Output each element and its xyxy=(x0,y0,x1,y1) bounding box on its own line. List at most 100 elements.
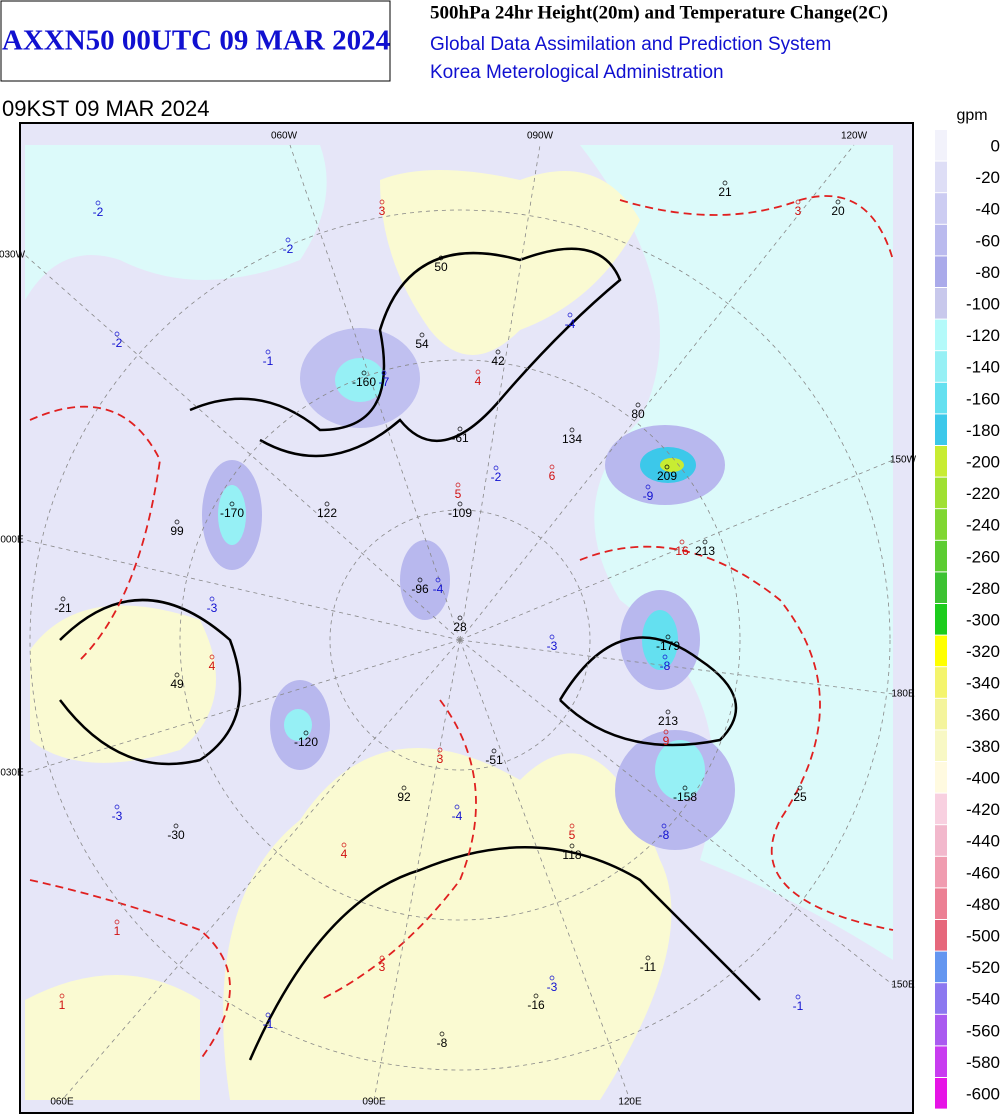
station-marker xyxy=(285,237,291,243)
temp-minus-label: -2 xyxy=(93,205,104,219)
region xyxy=(580,145,893,960)
legend-label: -340 xyxy=(966,674,1000,693)
legend-label: -360 xyxy=(966,705,1000,724)
meridian xyxy=(373,639,461,1101)
height-label: -96 xyxy=(411,582,429,596)
station-marker xyxy=(795,994,801,1000)
station-marker xyxy=(455,482,461,488)
station-marker xyxy=(435,577,441,583)
station-marker xyxy=(702,539,708,545)
legend-label: -540 xyxy=(966,990,1000,1009)
temp-plus-label: 3 xyxy=(379,204,386,218)
meridian xyxy=(459,639,894,695)
height-label: 213 xyxy=(658,714,678,728)
legend-swatch xyxy=(935,825,947,856)
legend-label: -580 xyxy=(966,1053,1000,1072)
station-marker xyxy=(645,955,651,961)
contour xyxy=(319,699,477,1001)
height-label: -51 xyxy=(485,753,503,767)
legend-label: -400 xyxy=(966,768,1000,787)
contour xyxy=(29,879,231,1061)
meridian xyxy=(24,539,461,641)
height-label: -170 xyxy=(220,506,244,520)
legend-label: -20 xyxy=(975,168,1000,187)
legend-swatch xyxy=(935,1046,947,1077)
legend-swatch xyxy=(935,193,947,224)
legend-label: -180 xyxy=(966,421,1000,440)
legend-label: -140 xyxy=(966,358,1000,377)
meridian xyxy=(459,144,855,641)
height-label: -160 xyxy=(352,375,376,389)
legend-swatch xyxy=(935,888,947,919)
temp-plus-label: 4 xyxy=(341,847,348,861)
station-marker xyxy=(59,993,65,999)
legend-label: -520 xyxy=(966,958,1000,977)
height-label: 99 xyxy=(170,524,184,538)
temp-plus-label: 16 xyxy=(675,544,689,558)
temp-minus-label: -4 xyxy=(452,809,463,823)
legend-swatch xyxy=(935,951,947,983)
legend-swatch xyxy=(935,762,947,793)
station-marker xyxy=(361,370,367,376)
temp-minus-label: -2 xyxy=(283,242,294,256)
height-label: -61 xyxy=(451,431,469,445)
station-marker xyxy=(569,843,575,849)
height-label: -109 xyxy=(448,506,472,520)
station-marker xyxy=(419,332,425,338)
station-marker xyxy=(665,709,671,715)
height-label: -179 xyxy=(656,639,680,653)
legend-swatch xyxy=(935,667,947,698)
temp-minus-label: -8 xyxy=(660,659,671,673)
meridian xyxy=(459,639,631,1101)
height-label: 25 xyxy=(793,790,807,804)
station-marker xyxy=(475,369,481,375)
station-marker xyxy=(95,200,101,206)
low-center xyxy=(400,540,450,620)
grid-label: 060E xyxy=(50,1097,74,1108)
station-marker xyxy=(797,785,803,791)
legend-swatch xyxy=(935,540,947,572)
legend-swatch xyxy=(935,414,947,445)
station-marker xyxy=(457,615,463,621)
station-marker xyxy=(722,180,728,186)
legend-swatch xyxy=(935,509,947,540)
height-label: 21 xyxy=(718,185,732,199)
legend-swatch xyxy=(935,351,947,382)
height-label: 54 xyxy=(415,337,429,351)
meridian xyxy=(61,639,461,1101)
legend-unit: gpm xyxy=(956,107,987,124)
grid-label: 090W xyxy=(527,131,554,142)
legend-label: -420 xyxy=(966,800,1000,819)
height-label: -11 xyxy=(640,960,657,974)
temp-plus-label: 1 xyxy=(59,998,66,1012)
grid-label: 030W xyxy=(0,250,26,261)
legend-swatch xyxy=(935,635,947,667)
height-label: -158 xyxy=(673,790,697,804)
legend-swatch xyxy=(935,130,947,161)
contour xyxy=(29,405,161,661)
latitude-circle xyxy=(179,359,741,921)
station-marker xyxy=(569,823,575,829)
height-label: 28 xyxy=(453,620,467,634)
legend-label: -260 xyxy=(966,547,1000,566)
low-center xyxy=(655,740,705,800)
grid-label: 000E xyxy=(0,535,24,546)
station-marker xyxy=(324,501,330,507)
height-label: -16 xyxy=(527,998,545,1012)
region xyxy=(223,748,672,1100)
legend-label: -80 xyxy=(975,263,1000,282)
temp-minus-label: -4 xyxy=(433,582,444,596)
height-label: 20 xyxy=(831,204,845,218)
legend-label: -160 xyxy=(966,389,1000,408)
station-marker xyxy=(379,199,385,205)
temp-plus-label: 4 xyxy=(475,374,482,388)
region xyxy=(25,145,327,300)
grid-label: 150E xyxy=(891,980,915,991)
station-marker xyxy=(663,729,669,735)
station-marker xyxy=(381,370,387,376)
legend-swatch xyxy=(935,477,947,509)
legend-swatch xyxy=(935,1078,947,1109)
temp-minus-label: -4 xyxy=(565,317,576,331)
legend-swatch xyxy=(935,1014,947,1046)
contour xyxy=(619,195,894,261)
